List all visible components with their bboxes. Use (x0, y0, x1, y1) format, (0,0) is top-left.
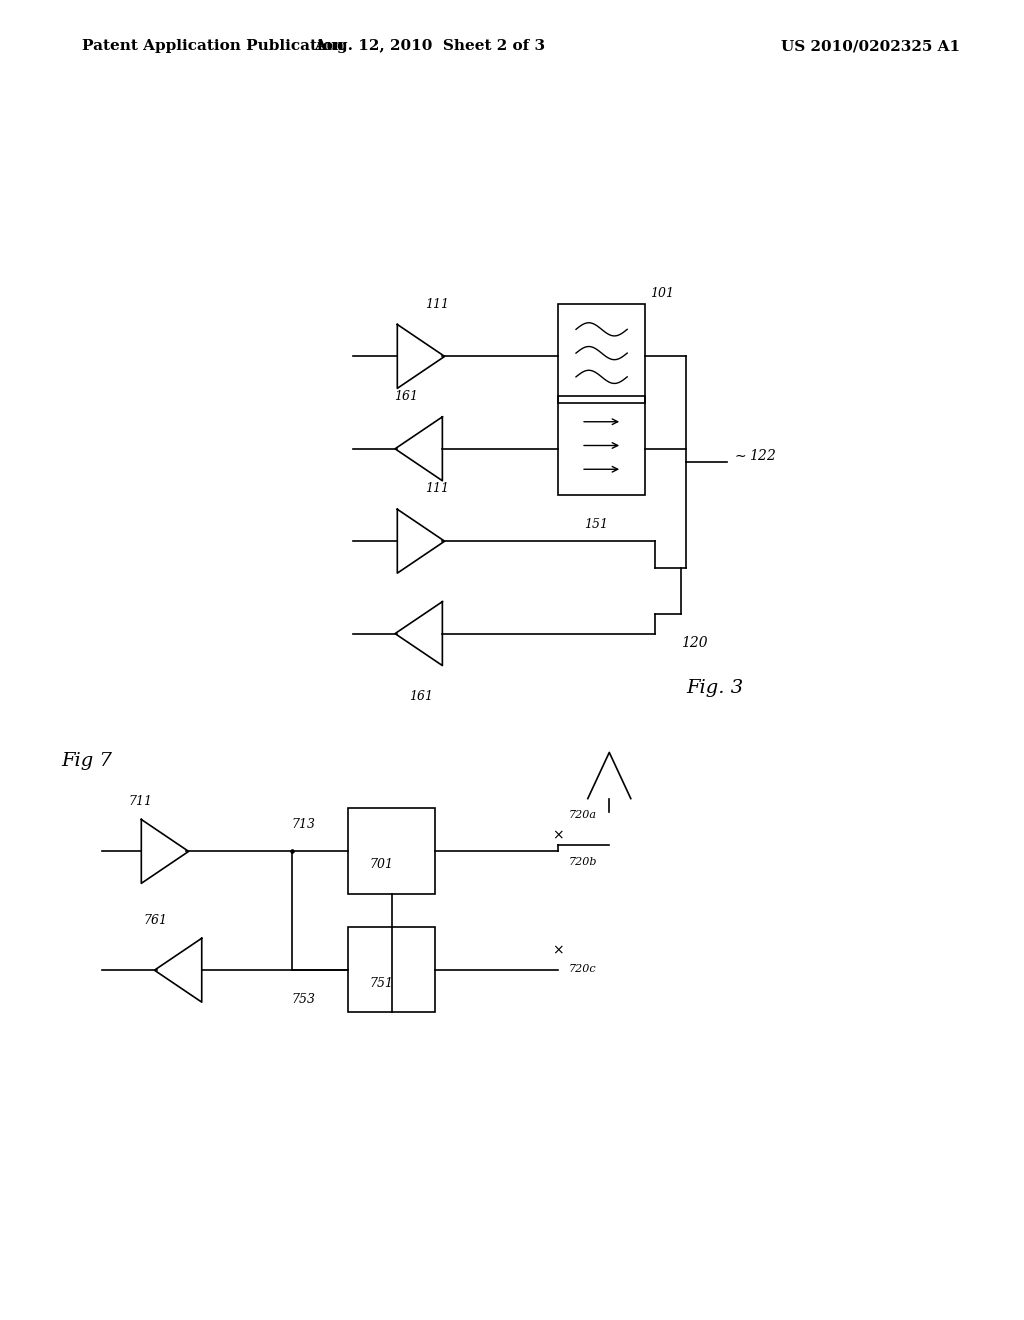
Text: 713: 713 (292, 817, 315, 830)
Bar (348, 927, 435, 1012)
Text: Aug. 12, 2010  Sheet 2 of 3: Aug. 12, 2010 Sheet 2 of 3 (314, 40, 546, 53)
Text: $\times$: $\times$ (552, 829, 564, 842)
Text: $\sim$122: $\sim$122 (732, 447, 777, 463)
Text: 720a: 720a (568, 810, 596, 821)
Text: Fig 7: Fig 7 (61, 751, 113, 770)
Bar (348, 808, 435, 894)
Text: 120: 120 (681, 636, 708, 649)
Text: 111: 111 (425, 482, 449, 495)
Text: Fig. 3: Fig. 3 (686, 678, 743, 697)
Text: 720b: 720b (568, 857, 597, 867)
Text: 161: 161 (410, 689, 433, 702)
Text: $\times$: $\times$ (552, 944, 564, 957)
Bar (558, 396, 645, 495)
Text: 111: 111 (425, 297, 449, 310)
Text: 151: 151 (584, 517, 608, 531)
Text: 701: 701 (370, 858, 394, 871)
Text: US 2010/0202325 A1: US 2010/0202325 A1 (781, 40, 959, 53)
Text: Patent Application Publication: Patent Application Publication (82, 40, 344, 53)
Bar (558, 304, 645, 403)
Text: 761: 761 (143, 913, 167, 927)
Text: 751: 751 (370, 977, 394, 990)
Text: 711: 711 (128, 795, 152, 808)
Text: 753: 753 (292, 993, 315, 1006)
Text: 720c: 720c (568, 964, 596, 974)
Text: 161: 161 (394, 389, 418, 403)
Text: 101: 101 (650, 286, 674, 300)
